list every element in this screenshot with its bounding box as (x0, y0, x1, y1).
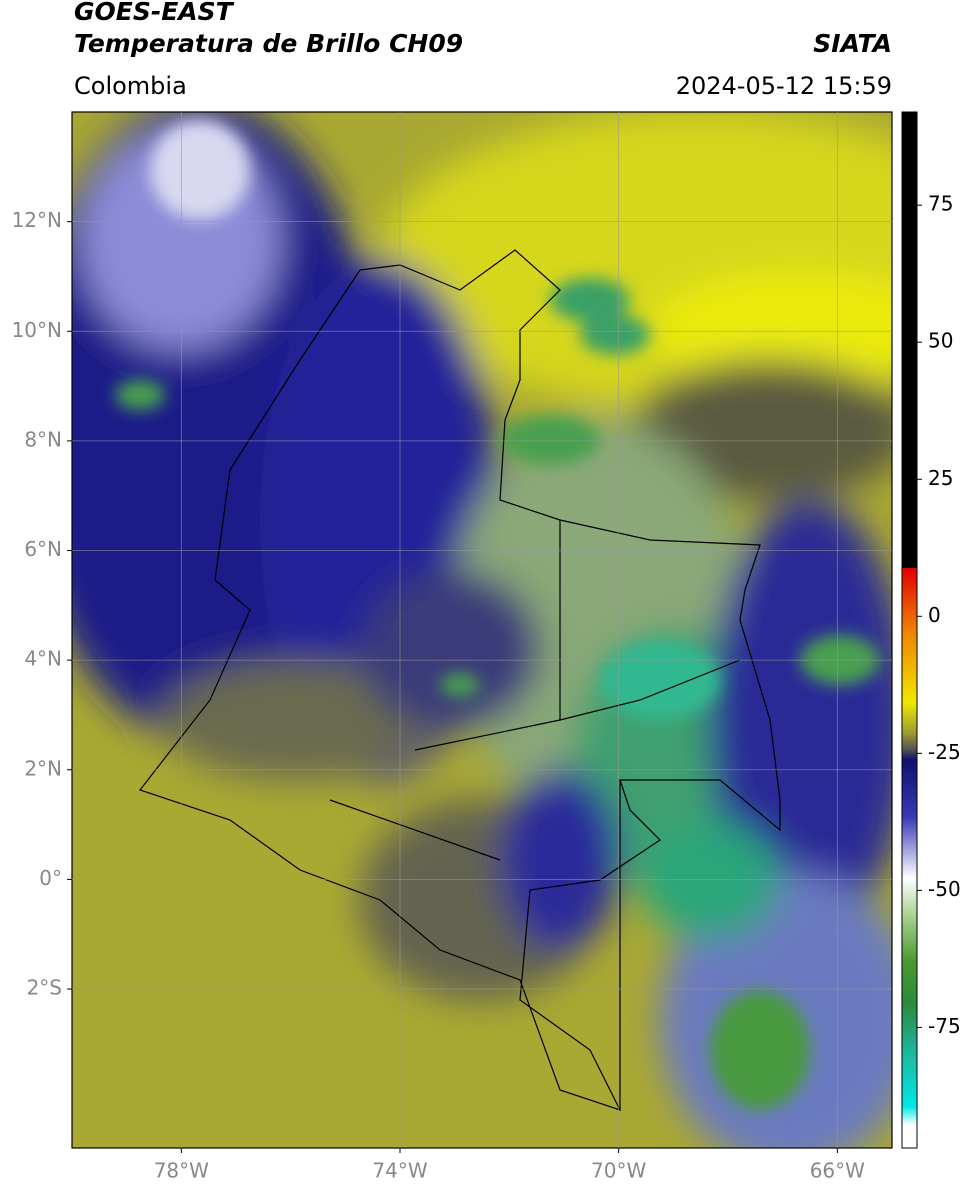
colorbar (901, 111, 918, 1149)
lat-tick-label: 4°N (24, 647, 62, 671)
lon-tick-label: 78°W (154, 1159, 209, 1183)
lat-tick-label: 8°N (24, 427, 62, 451)
lat-tick-label: 2°S (27, 976, 62, 1000)
colorbar-tick-label: -25 (928, 740, 961, 764)
datetime: 2024-05-12 15:59 (676, 72, 892, 100)
lat-tick-label: 12°N (12, 208, 62, 232)
colorbar-tick-label: 50 (928, 329, 953, 353)
map-frame (71, 111, 893, 1149)
title: GOES-EAST (74, 0, 235, 26)
lon-tick-label: 74°W (372, 1159, 427, 1183)
colorbar-tick-label: 75 (928, 192, 953, 216)
lat-tick-label: 10°N (12, 318, 62, 342)
lon-tick-label: 66°W (810, 1159, 865, 1183)
satellite-image (72, 112, 892, 1148)
lat-tick-label: 2°N (24, 756, 62, 780)
region: Colombia (74, 72, 187, 100)
colorbar-tick-label: 0 (928, 603, 941, 627)
colorbar-tick-label: 25 (928, 466, 953, 490)
colorbar-tick-label: -75 (928, 1014, 961, 1038)
lat-tick-label: 6°N (24, 537, 62, 561)
subtitle: Temperatura de Brillo CH09 (74, 29, 463, 58)
lon-tick-label: 70°W (591, 1159, 646, 1183)
organization: SIATA (813, 29, 892, 58)
lat-tick-label: 0° (39, 866, 62, 890)
colorbar-tick-label: -50 (928, 877, 961, 901)
